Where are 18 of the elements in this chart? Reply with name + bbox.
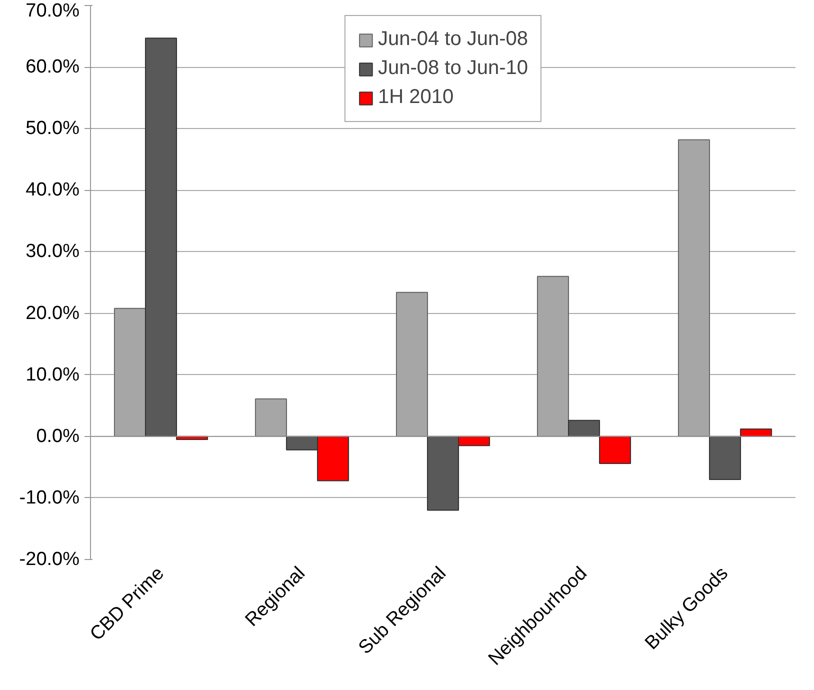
bar — [678, 139, 710, 437]
y-tick-label: 70.0% — [26, 0, 80, 22]
y-tick-label: 50.0% — [26, 118, 80, 140]
y-tick-label: 20.0% — [26, 302, 80, 324]
bar — [114, 308, 146, 437]
bar — [536, 276, 569, 437]
y-tick-label: 30.0% — [26, 241, 80, 262]
legend-label: Jun-08 to Jun-10 — [378, 57, 528, 80]
legend-label: 1H 2010 — [378, 86, 454, 109]
y-tick-label: -10.0% — [19, 487, 80, 508]
y-tick-label: 0.0% — [36, 426, 80, 447]
y-tick-label: 40.0% — [26, 180, 80, 201]
y-tick-label: -20.0% — [19, 549, 80, 570]
bar — [396, 292, 428, 437]
y-tick-label: 60.0% — [26, 56, 80, 78]
bar — [254, 398, 287, 437]
legend-label: Jun-04 to Jun-08 — [378, 28, 528, 51]
y-tick-label: 10.0% — [26, 364, 80, 386]
